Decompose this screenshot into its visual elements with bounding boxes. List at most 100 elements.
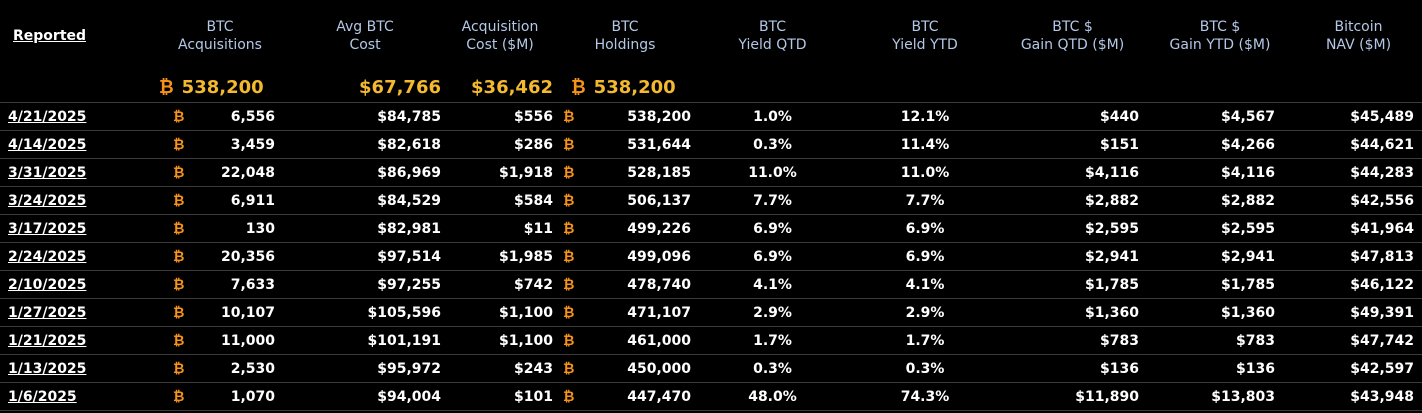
row-btc-yield-qtd: 1.0%	[695, 102, 850, 131]
row-btc-holdings: ₿ 447,470	[555, 382, 695, 411]
row-btc-gain-qtd: $2,941	[1000, 242, 1145, 271]
bitcoin-icon: ₿	[173, 333, 185, 349]
row-btc-yield-ytd: 11.4%	[850, 130, 1000, 159]
row-date-cell[interactable]: 3/24/2025	[0, 186, 155, 215]
bitcoin-icon: ₿	[173, 305, 185, 321]
row-date-cell[interactable]: 1/21/2025	[0, 326, 155, 355]
row-acquisition-cost: $556	[445, 102, 555, 131]
row-btc-yield-qtd: 1.7%	[695, 326, 850, 355]
row-avg-btc-cost: $84,785	[285, 102, 445, 131]
row-acquisition-cost: $101	[445, 382, 555, 411]
row-date-link[interactable]: 1/21/2025	[8, 332, 87, 349]
row-btc-holdings-value: 461,000	[627, 332, 691, 349]
row-acquisition-cost: $1,100	[445, 326, 555, 355]
row-btc-gain-qtd: $11,890	[1000, 382, 1145, 411]
row-avg-btc-cost: $86,969	[285, 158, 445, 187]
row-bitcoin-nav: $46,122	[1295, 270, 1422, 299]
row-btc-gain-qtd: $2,882	[1000, 186, 1145, 215]
row-avg-btc-cost: $82,618	[285, 130, 445, 159]
row-date-link[interactable]: 4/21/2025	[8, 108, 87, 125]
row-bitcoin-nav: $41,964	[1295, 214, 1422, 243]
bitcoin-icon: ₿	[563, 221, 575, 237]
row-btc-acquisitions: ₿ 20,356	[155, 242, 285, 271]
row-date-link[interactable]: 4/14/2025	[8, 136, 87, 153]
row-date-cell[interactable]: 4/21/2025	[0, 102, 155, 131]
bitcoin-icon: ₿	[159, 76, 174, 98]
row-date-cell[interactable]: 3/17/2025	[0, 214, 155, 243]
row-date-link[interactable]: 3/24/2025	[8, 192, 87, 209]
row-btc-acquisitions-value: 2,530	[230, 360, 275, 377]
totals-empty-cell	[0, 72, 155, 103]
bitcoin-icon: ₿	[173, 193, 185, 209]
row-date-cell[interactable]: 1/6/2025	[0, 382, 155, 411]
row-btc-yield-qtd: 11.0%	[695, 158, 850, 187]
table-row: 1/13/2025 ₿ 2,530 $95,972 $243 ₿ 450,000 0.3% 0.…	[0, 354, 1422, 383]
bitcoin-icon: ₿	[563, 193, 575, 209]
row-btc-holdings: ₿ 531,644	[555, 130, 695, 159]
row-acquisition-cost: $243	[445, 354, 555, 383]
row-btc-acquisitions-value: 7,633	[230, 276, 275, 293]
table-row: 1/21/2025 ₿ 11,000 $101,191 $1,100 ₿ 461,000 1.…	[0, 326, 1422, 355]
row-btc-holdings: ₿ 506,137	[555, 186, 695, 215]
row-date-cell[interactable]: 2/24/2025	[0, 242, 155, 271]
bitcoin-icon: ₿	[563, 389, 575, 405]
row-btc-gain-ytd: $4,266	[1145, 130, 1295, 159]
row-date-cell[interactable]: 1/27/2025	[0, 298, 155, 327]
row-date-cell[interactable]: 2/10/2025	[0, 270, 155, 299]
table-row: 3/31/2025 ₿ 22,048 $86,969 $1,918 ₿ 528,185 11.…	[0, 158, 1422, 187]
row-bitcoin-nav: $47,742	[1295, 326, 1422, 355]
row-btc-yield-qtd: 48.0%	[695, 382, 850, 411]
header-reported[interactable]: Reported	[0, 0, 155, 72]
table-row: 4/14/2025 ₿ 3,459 $82,618 $286 ₿ 531,644 0.3% 11…	[0, 130, 1422, 159]
row-date-link[interactable]: 2/24/2025	[8, 248, 87, 265]
row-btc-yield-ytd: 2.9%	[850, 298, 1000, 327]
row-btc-acquisitions-value: 3,459	[230, 136, 275, 153]
row-btc-yield-ytd: 6.9%	[850, 242, 1000, 271]
bitcoin-icon: ₿	[173, 221, 185, 237]
bitcoin-icon: ₿	[173, 389, 185, 405]
row-acquisition-cost: $1,985	[445, 242, 555, 271]
row-acquisition-cost: $584	[445, 186, 555, 215]
header-btc-yield-ytd: BTC Yield YTD	[850, 0, 1000, 72]
row-date-link[interactable]: 1/27/2025	[8, 304, 87, 321]
header-btc-yield-qtd: BTC Yield QTD	[695, 0, 850, 72]
row-btc-yield-ytd: 7.7%	[850, 186, 1000, 215]
table-row: 1/6/2025 ₿ 1,070 $94,004 $101 ₿ 447,470 48.0% 74…	[0, 382, 1422, 411]
row-btc-acquisitions-value: 20,356	[220, 248, 275, 265]
row-btc-acquisitions-value: 6,911	[230, 192, 275, 209]
row-date-link[interactable]: 3/31/2025	[8, 164, 87, 181]
row-btc-gain-ytd: $136	[1145, 354, 1295, 383]
bitcoin-icon: ₿	[173, 361, 185, 377]
row-date-cell[interactable]: 4/14/2025	[0, 130, 155, 159]
row-btc-holdings: ₿ 499,096	[555, 242, 695, 271]
row-date-link[interactable]: 1/13/2025	[8, 360, 87, 377]
row-date-link[interactable]: 1/6/2025	[8, 388, 77, 405]
row-date-link[interactable]: 3/17/2025	[8, 220, 87, 237]
row-bitcoin-nav: $43,948	[1295, 382, 1422, 411]
table-body: ₿ 538,200 $67,766 $36,462 ₿ 538,200	[0, 72, 1422, 411]
row-date-cell[interactable]: 1/13/2025	[0, 354, 155, 383]
row-btc-acquisitions-value: 22,048	[220, 164, 275, 181]
header-btc-acquisitions: BTC Acquisitions	[155, 0, 285, 72]
row-btc-acquisitions: ₿ 11,000	[155, 326, 285, 355]
row-btc-yield-qtd: 6.9%	[695, 214, 850, 243]
row-avg-btc-cost: $97,255	[285, 270, 445, 299]
bitcoin-icon: ₿	[173, 109, 185, 125]
row-btc-yield-ytd: 12.1%	[850, 102, 1000, 131]
header-line: BTC	[758, 19, 787, 35]
row-acquisition-cost: $286	[445, 130, 555, 159]
header-line: Holdings	[594, 37, 656, 53]
row-date-link[interactable]: 2/10/2025	[8, 276, 87, 293]
row-acquisition-cost: $1,100	[445, 298, 555, 327]
bitcoin-icon: ₿	[563, 249, 575, 265]
bitcoin-icon: ₿	[563, 165, 575, 181]
row-btc-gain-qtd: $136	[1000, 354, 1145, 383]
row-date-cell[interactable]: 3/31/2025	[0, 158, 155, 187]
header-line: BTC	[611, 19, 639, 35]
header-reported-link[interactable]: Reported	[13, 28, 87, 44]
totals-row: ₿ 538,200 $67,766 $36,462 ₿ 538,200	[0, 72, 1422, 103]
table-row: 3/24/2025 ₿ 6,911 $84,529 $584 ₿ 506,137 7.7% 7.…	[0, 186, 1422, 215]
table-row: 3/17/2025 ₿ 130 $82,981 $11 ₿ 499,226 6.9% 6.9% $…	[0, 214, 1422, 243]
